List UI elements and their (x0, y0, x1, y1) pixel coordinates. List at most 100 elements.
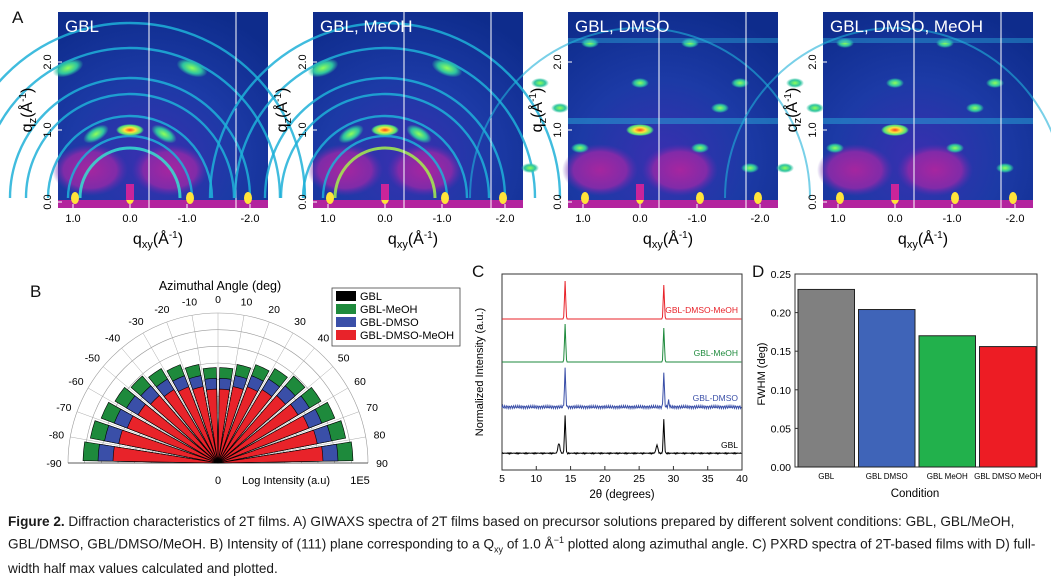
polar-spoke (217, 321, 270, 464)
polar-spoke (191, 315, 219, 464)
fwhm-ytick-label: 0.20 (771, 308, 792, 320)
pxrd-trace-label: GBL-MeOH (694, 348, 738, 358)
giwaxs-xlabel: qxy(Å-1) (133, 229, 183, 251)
polar-angle-label: -60 (68, 376, 83, 388)
giwaxs-xtick-label: -1.0 (178, 213, 197, 225)
polar-bar (217, 446, 324, 464)
polar-angle-label: -80 (49, 430, 64, 442)
polar-bottom-zero: 0 (215, 475, 221, 487)
polar-spoke (217, 366, 334, 464)
fwhm-ytick-label: 0.00 (771, 462, 792, 474)
polar-angle-label: -10 (182, 296, 197, 308)
giwaxs-ytick-label: 0.0 (807, 194, 819, 209)
polar-angle-label: 20 (268, 304, 280, 316)
pxrd-xtick-label: 5 (499, 473, 505, 485)
fwhm-bar (979, 346, 1037, 468)
polar-angle-label: -40 (105, 332, 120, 344)
polar-bar (217, 403, 299, 464)
giwaxs-image-1: 0.0 1.0 2.0 1.0 0.0 -1.0 -2.0 GBL qz(Å-1) qxy(Å-1… (0, 12, 307, 251)
fwhm-bar (797, 288, 855, 468)
giwaxs-ytick-label: 1.0 (297, 122, 309, 137)
giwaxs-image-3: 0.0 1.0 2.0 1.0 0.0 -1.0 -2.0 GBL, DMSO qz(Å-1) q… (469, 12, 811, 251)
giwaxs-xtick-label: 1.0 (830, 213, 845, 225)
panel-c-letter: C (472, 262, 485, 281)
polar-spoke (121, 347, 219, 464)
giwaxs-ytick-label: 2.0 (807, 54, 819, 69)
pxrd-xlabel: 2θ (degrees) (589, 489, 654, 501)
giwaxs-xtick-label: 1.0 (320, 213, 335, 225)
giwaxs-xtick-label: -2.0 (496, 213, 515, 225)
polar-angle-label: 70 (366, 402, 378, 414)
fwhm-category-label: GBL DMSO MeOH (974, 472, 1041, 481)
polar-spoke (70, 436, 219, 464)
polar-angle-label: 30 (294, 316, 306, 328)
polar-bar (217, 395, 286, 464)
polar-spoke (217, 387, 349, 464)
pxrd-trace (502, 280, 742, 320)
polar-bottom-right: 1E5 (350, 475, 370, 487)
polar-spoke (217, 332, 294, 464)
giwaxs-xtick-label: -2.0 (751, 213, 770, 225)
polar-title: Azimuthal Angle (deg) (159, 279, 281, 293)
giwaxs-xtick-label: -2.0 (1006, 213, 1025, 225)
legend-swatch-gbl-meoh (336, 304, 356, 314)
fwhm-ytick-label: 0.25 (771, 269, 792, 281)
polar-angle-label: -90 (46, 458, 61, 470)
caption-text-2: of 1.0 Å (503, 536, 554, 552)
giwaxs-ylabel: qz(Å-1) (272, 88, 294, 133)
polar-angle-label: 0 (215, 294, 221, 306)
fwhm-ytick-label: 0.05 (771, 423, 792, 435)
giwaxs-xtick-label: -1.0 (433, 213, 452, 225)
pxrd-trace (501, 415, 742, 456)
polar-spoke (76, 411, 219, 464)
fwhm-frame (794, 273, 1038, 468)
fwhm-ytick-label: 0.15 (771, 346, 792, 358)
polar-bar (217, 415, 310, 464)
polar-bar (137, 403, 219, 464)
caption-label: Figure 2. (8, 514, 65, 529)
giwaxs-xtick-label: 1.0 (575, 213, 590, 225)
polar-spoke (217, 436, 366, 464)
fwhm-category-label: GBL (818, 472, 835, 481)
figure-caption: Figure 2. Diffraction characteristics of… (8, 512, 1044, 578)
polar-bar (217, 389, 273, 464)
polar-angle-label: 60 (354, 376, 366, 388)
legend-label-gbl: GBL (360, 291, 382, 303)
fwhm-category-label: GBL DMSO (866, 472, 908, 481)
giwaxs-xlabel: qxy(Å-1) (388, 229, 438, 251)
polar-spoke (217, 315, 245, 464)
polar-angle-label: 90 (376, 458, 388, 470)
caption-text-3: plotted along azimuthal angle. C) PXRD s… (8, 536, 1036, 577)
pxrd-xtick-label: 40 (736, 473, 748, 485)
giwaxs-ytick-label: 1.0 (42, 122, 54, 137)
pxrd-xtick-label: 10 (530, 473, 542, 485)
legend-swatch-gbl (336, 291, 356, 301)
legend-swatch-gbl-dmso-meoh (336, 330, 356, 340)
polar-bar (112, 446, 219, 464)
giwaxs-xtick-label: 1.0 (65, 213, 80, 225)
giwaxs-xtick-label: 0.0 (887, 213, 902, 225)
fwhm-bar (858, 309, 916, 468)
polar-spoke (217, 347, 315, 464)
giwaxs-xtick-label: 0.0 (632, 213, 647, 225)
pxrd-trace-label: GBL (721, 440, 738, 450)
legend-label-gbl-dmso: GBL-DMSO (360, 317, 419, 329)
polar-angle-label: 10 (241, 296, 253, 308)
polar-angle-label: 50 (338, 353, 350, 365)
polar-bar (217, 429, 318, 464)
panel-b-polar-chart: -90 -80 -70 -60-50 -40 -30 -20 -10 0 10 20 30 40 50 60… (46, 279, 461, 487)
polar-bar (206, 388, 219, 464)
pxrd-xtick-label: 20 (599, 473, 611, 485)
panel-c-pxrd-chart: 5 10 15 20 25 30 35 40 GBL-DMSO-MeOH GBL-MeOH GBL-… (474, 273, 748, 501)
polar-bar (217, 386, 244, 464)
giwaxs-ylabel: qz(Å-1) (782, 88, 804, 133)
panel-b-letter: B (30, 282, 42, 301)
pxrd-xtick-label: 15 (565, 473, 577, 485)
polar-legend: GBL GBL-MeOH GBL-DMSO GBL-DMSO-MeOH (331, 287, 461, 347)
pxrd-trace-label: GBL-DMSO (693, 393, 739, 403)
polar-bar (217, 386, 259, 464)
giwaxs-image-4: 0.0 1.0 2.0 1.0 0.0 -1.0 -2.0 GBL, DMSO, MeOH qz… (724, 12, 1051, 251)
giwaxs-ytick-label: 0.0 (552, 194, 564, 209)
caption-sup: −1 (553, 535, 564, 545)
polar-bar (163, 389, 219, 464)
